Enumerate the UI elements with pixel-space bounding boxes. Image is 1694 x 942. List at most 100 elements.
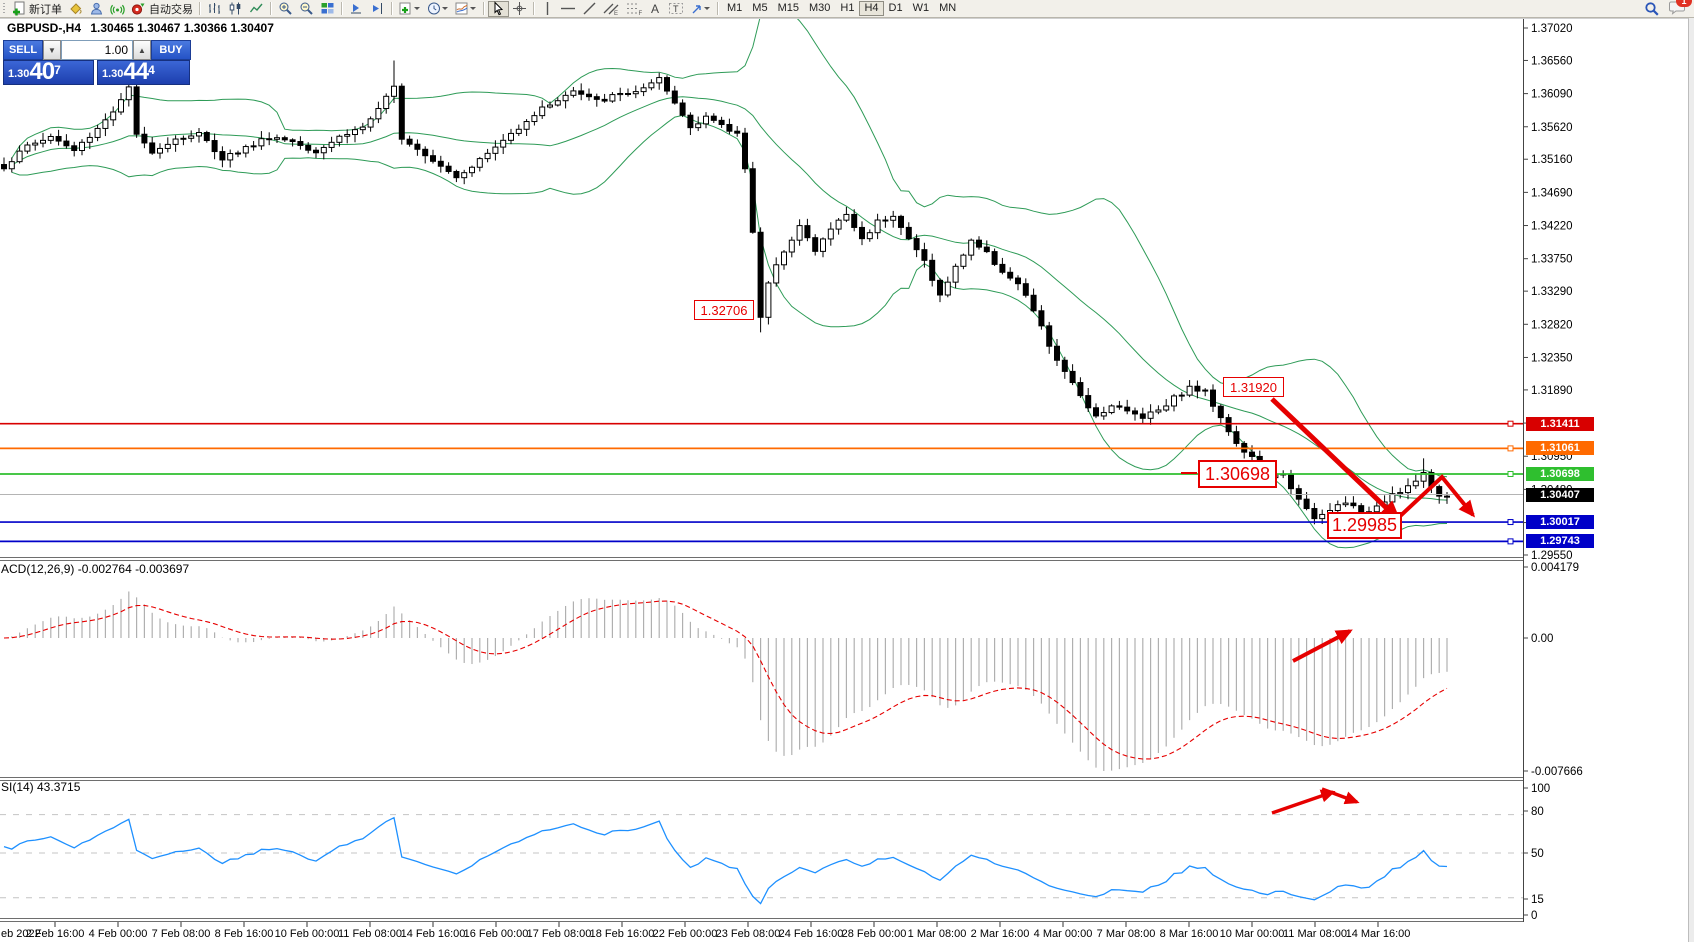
toolbar-separator [533, 2, 535, 15]
auto-scroll-button[interactable] [346, 1, 367, 17]
svg-text:80: 80 [1531, 806, 1544, 818]
toolbar-separator [199, 2, 201, 15]
svg-text:1.37020: 1.37020 [1531, 23, 1573, 35]
candles-layer [1, 60, 1450, 525]
timeframe-mn[interactable]: MN [939, 2, 957, 14]
horizontal-level-lines[interactable] [0, 420, 1523, 545]
signal-button[interactable] [107, 1, 128, 17]
svg-text:A: A [651, 2, 659, 16]
new-order-icon [11, 1, 26, 16]
autotrade-icon [131, 1, 146, 16]
sell-price[interactable]: 1.30 40 7 [3, 60, 94, 85]
candlestick-chart-button[interactable] [225, 1, 246, 17]
add-indicator-icon [399, 1, 421, 16]
timeframe-h4[interactable]: H4 [859, 1, 884, 16]
crosshair-tool-button[interactable] [509, 1, 530, 17]
svg-text:0: 0 [1531, 910, 1537, 922]
price-flag-1.30698[interactable]: 1.30698 [1198, 460, 1277, 488]
notification-badge: 1 [1676, 0, 1692, 7]
buy-price-sup: 4 [148, 63, 155, 77]
toolbar-separator [717, 2, 719, 15]
tile-windows-button[interactable] [317, 1, 338, 17]
vertical-line-tool-button[interactable] [538, 1, 557, 17]
horizontal-line-tool-button[interactable] [557, 1, 579, 17]
svg-text:-0.007666: -0.007666 [1531, 766, 1583, 778]
notifications-button[interactable]: 1 [1669, 0, 1692, 18]
buy-price-small: 1.30 [102, 68, 124, 80]
buy-price[interactable]: 1.30 44 4 [97, 60, 190, 85]
bar-chart-button[interactable] [204, 1, 225, 17]
text-label-tool-button[interactable]: T [665, 1, 687, 17]
volume-increase-button[interactable]: ▲ [133, 40, 151, 60]
fibonacci-icon: F [626, 1, 643, 16]
cursor-tool-button[interactable] [488, 0, 509, 17]
templates-button[interactable] [452, 1, 480, 17]
svg-text:50: 50 [1531, 848, 1544, 860]
svg-text:1.36560: 1.36560 [1531, 55, 1573, 67]
window-edge [1688, 18, 1694, 942]
add-indicator-button[interactable] [396, 1, 424, 17]
zoom-out-icon [299, 1, 314, 16]
timeframe-m30[interactable]: M30 [808, 2, 831, 14]
auto-scroll-icon [349, 1, 364, 16]
timeframe-m5[interactable]: M5 [752, 2, 768, 14]
buy-price-big: 44 [123, 58, 149, 85]
candlestick-chart-icon [228, 1, 243, 16]
toolbar-separator [270, 2, 272, 15]
timeframe-w1[interactable]: W1 [912, 2, 930, 14]
toolbar-grip [2, 2, 6, 15]
timeframe-m15[interactable]: M15 [777, 2, 799, 14]
text-icon: A [649, 1, 662, 16]
periods-button[interactable] [424, 1, 452, 17]
timeframe-h1[interactable]: H1 [840, 2, 855, 14]
chart-shift-icon [370, 1, 385, 16]
timeframe-d1[interactable]: D1 [888, 2, 903, 14]
price-flag-1.29985[interactable]: 1.29985 [1327, 512, 1402, 539]
equidistant-channel-tool-button[interactable]: E [600, 1, 623, 17]
autotrade-button[interactable]: 自动交易 [128, 1, 196, 17]
new-order-label: 新订单 [29, 3, 62, 16]
toolbar-separator [391, 2, 393, 15]
profile-button[interactable] [86, 1, 107, 17]
vertical-line-icon [541, 1, 554, 16]
sell-button[interactable]: SELL [3, 40, 43, 60]
trendline-tool-button[interactable] [579, 1, 600, 17]
volume-decrease-button[interactable]: ▼ [43, 40, 61, 60]
volume-input[interactable] [61, 40, 133, 60]
text-label-icon: T [668, 1, 684, 16]
rsi-line [3, 816, 1448, 905]
svg-text:T: T [673, 4, 679, 14]
signal-icon [110, 1, 125, 16]
price-flag-1.32706[interactable]: 1.32706 [694, 300, 754, 320]
ohlc-quotes: 1.30465 1.30467 1.30366 1.30407 [90, 21, 274, 35]
zoom-in-icon [278, 1, 293, 16]
fibonacci-tool-button[interactable]: F [623, 1, 646, 17]
trend-arrows[interactable] [1181, 397, 1476, 815]
style-button[interactable] [65, 1, 86, 17]
profile-icon [89, 1, 104, 16]
svg-text:0.00: 0.00 [1531, 633, 1553, 645]
arrows-icon [690, 1, 711, 16]
rsi-indicator [0, 814, 1523, 905]
timeframe-toolbar: M1 M5 M15 M30 H1 H4 D1 W1 MN [722, 1, 961, 16]
svg-text:F: F [639, 11, 643, 16]
svg-text:1.33750: 1.33750 [1531, 254, 1573, 266]
new-order-button[interactable]: 新订单 [8, 1, 65, 17]
arrows-tool-button[interactable] [687, 1, 714, 17]
svg-text:1.35620: 1.35620 [1531, 122, 1573, 134]
timeframe-m1[interactable]: M1 [727, 2, 743, 14]
horizontal-line-icon [560, 1, 576, 16]
chart-shift-button[interactable] [367, 1, 388, 17]
line-chart-button[interactable] [246, 1, 267, 17]
svg-text:1.30480: 1.30480 [1531, 484, 1573, 496]
buy-button[interactable]: BUY [151, 40, 191, 60]
svg-text:15: 15 [1531, 894, 1544, 906]
zoom-out-button[interactable] [296, 1, 317, 17]
bollinger-bands [11, 18, 1448, 549]
price-flag-1.31920[interactable]: 1.31920 [1223, 377, 1284, 397]
equidistant-channel-icon: E [603, 1, 620, 16]
text-tool-button[interactable]: A [646, 1, 665, 17]
zoom-in-button[interactable] [275, 1, 296, 17]
search-button[interactable] [1641, 1, 1663, 17]
